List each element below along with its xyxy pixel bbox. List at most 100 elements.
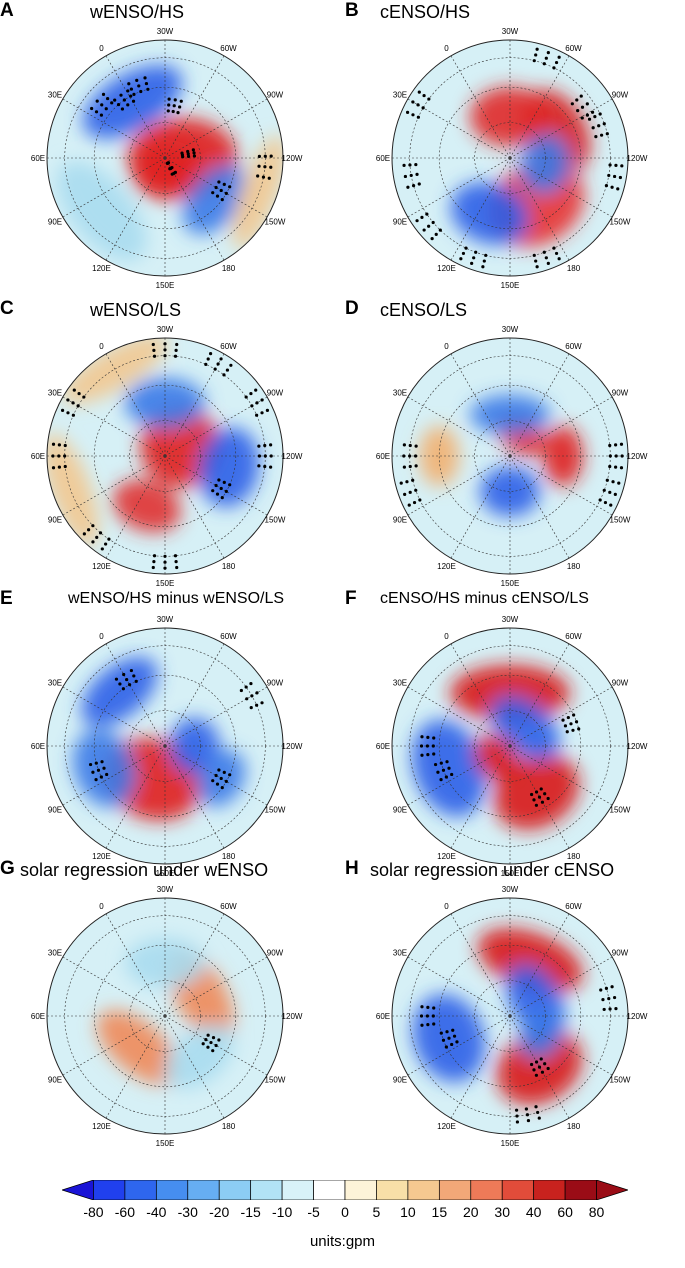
longitude-label: 90E — [393, 516, 407, 525]
panel-letter: G — [0, 858, 15, 879]
significance-dot — [618, 175, 622, 180]
significance-dot — [186, 152, 190, 156]
significance-dot — [565, 730, 569, 734]
significance-dot — [408, 163, 412, 167]
longitude-label: 150W — [610, 1076, 631, 1085]
longitude-label: 90W — [612, 389, 629, 398]
longitude-label: 150W — [265, 218, 286, 227]
significance-dot — [244, 685, 248, 689]
longitude-label: 180 — [567, 852, 581, 861]
significance-dot — [216, 362, 220, 366]
panel-g: G solar regression under wENSO 0 30W 60W 90… — [0, 858, 330, 1158]
longitude-label: 120W — [282, 742, 303, 751]
longitude-label: 150E — [156, 579, 175, 588]
significance-dot — [110, 101, 114, 105]
anomaly-blob — [198, 427, 260, 508]
longitude-label: 60W — [565, 902, 582, 911]
significance-dot — [118, 682, 122, 686]
significance-dot — [432, 1006, 436, 1010]
significance-dot — [249, 681, 253, 686]
significance-dot — [542, 62, 546, 66]
significance-dot — [57, 443, 61, 447]
longitude-label: 150E — [501, 869, 520, 878]
significance-dot — [546, 51, 550, 55]
significance-dot — [214, 773, 218, 778]
longitude-label: 120E — [92, 264, 111, 273]
significance-dot — [613, 492, 617, 496]
longitude-label: 90E — [48, 218, 62, 227]
significance-dot — [524, 1107, 528, 1111]
significance-dot — [544, 256, 548, 260]
significance-dot — [122, 98, 126, 102]
significance-dot — [432, 736, 436, 740]
significance-dot — [244, 395, 248, 399]
significance-dot — [543, 1062, 547, 1066]
significance-dot — [139, 89, 143, 94]
significance-dot — [122, 672, 126, 677]
significance-dot — [408, 454, 412, 458]
significance-dot — [414, 454, 418, 458]
significance-dot — [257, 154, 261, 158]
significance-dot — [403, 492, 407, 496]
longitude-label: 30E — [393, 389, 407, 398]
longitude-label: 90W — [267, 679, 284, 688]
significance-dot — [211, 489, 215, 493]
panel-c: C wENSO/LS 0 30W 60W 90W 120W 150W 180 150E 120E… — [0, 298, 330, 598]
significance-dot — [534, 53, 538, 57]
longitude-label: 150E — [156, 1139, 175, 1148]
significance-dot — [439, 1031, 443, 1035]
longitude-label: 120E — [437, 562, 456, 571]
significance-dot — [414, 464, 418, 468]
significance-dot — [594, 134, 598, 139]
significance-dot — [94, 761, 98, 765]
significance-dot — [263, 165, 267, 169]
significance-dot — [128, 683, 132, 687]
significance-dot — [534, 1060, 539, 1064]
significance-dot — [598, 112, 602, 116]
significance-dot — [619, 442, 624, 446]
significance-dot — [116, 102, 121, 107]
significance-dot — [554, 60, 559, 65]
significance-dot — [426, 1023, 430, 1027]
significance-dot — [91, 540, 95, 544]
significance-dot — [256, 174, 260, 178]
significance-dot — [114, 677, 119, 681]
significance-dot — [620, 164, 624, 168]
significance-dot — [419, 1014, 424, 1018]
significance-dot — [432, 752, 436, 756]
longitude-label: 150W — [610, 806, 631, 815]
latitude-circle — [129, 420, 201, 492]
significance-dot — [135, 78, 139, 82]
longitude-label: 150W — [265, 1076, 286, 1085]
significance-dot — [614, 454, 618, 458]
significance-dot — [260, 398, 264, 402]
colorbar-tick-label: 80 — [588, 1204, 605, 1220]
colorbar-tick-label: -20 — [209, 1204, 230, 1220]
significance-dot — [426, 1005, 430, 1009]
significance-dot — [619, 466, 624, 470]
significance-dot — [414, 162, 418, 167]
significance-dot — [151, 565, 155, 570]
significance-dot — [265, 408, 270, 413]
colorbar-tick-label: -60 — [114, 1204, 135, 1220]
significance-dot — [91, 524, 95, 528]
latitude-circle — [474, 980, 546, 1052]
longitude-label: 60E — [31, 452, 45, 461]
significance-dot — [121, 687, 125, 691]
significance-dot — [152, 354, 157, 358]
significance-dot — [614, 1006, 618, 1011]
significance-dot — [254, 388, 258, 392]
longitude-label: 60W — [220, 342, 237, 351]
significance-dot — [250, 694, 254, 698]
longitude-label: 60W — [220, 632, 237, 641]
significance-dot — [534, 259, 538, 263]
significance-dot — [416, 103, 420, 107]
significance-dot — [144, 81, 149, 86]
significance-dot — [514, 1108, 519, 1112]
significance-dot — [173, 554, 178, 558]
significance-dot — [76, 404, 80, 408]
longitude-label: 30E — [48, 679, 62, 688]
significance-dot — [537, 1065, 542, 1069]
colorbar-tick-label: -40 — [146, 1204, 167, 1220]
significance-dot — [260, 411, 264, 415]
